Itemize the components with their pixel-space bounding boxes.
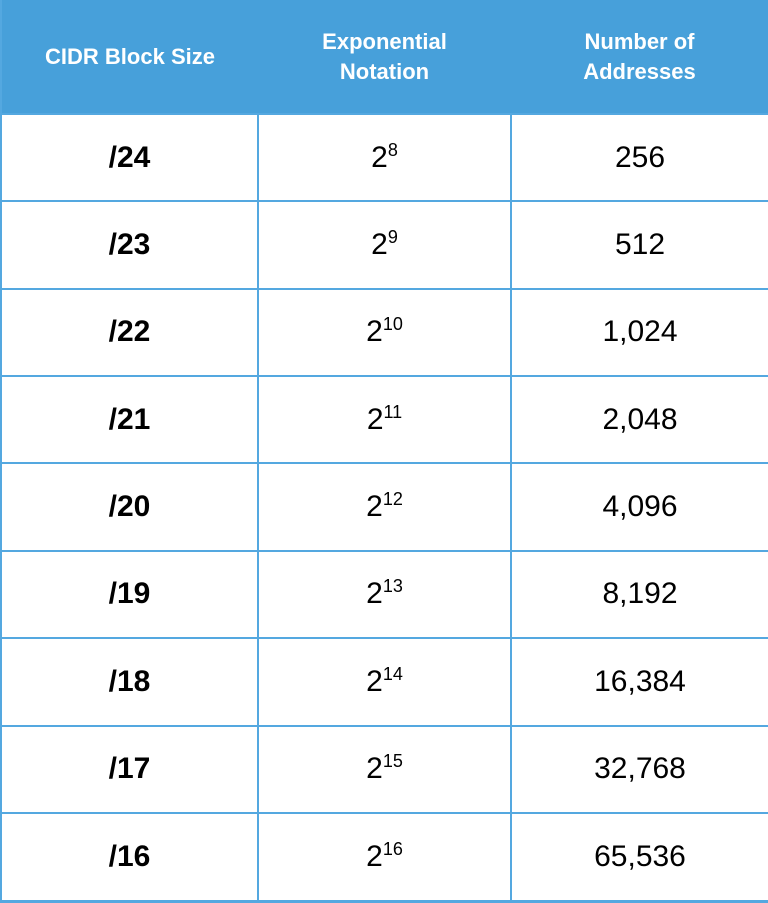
table-row: /21 211 2,048 (0, 375, 768, 465)
table-row: /18 214 16,384 (0, 637, 768, 727)
table-row: /24 28 256 (0, 112, 768, 203)
column-header-label: CIDR Block Size (45, 43, 215, 69)
cell-exponential: 28 (257, 112, 512, 203)
column-header-label: Exponential Notation (322, 28, 447, 84)
cell-addresses: 16,384 (510, 637, 768, 727)
exponent-base: 2 (366, 839, 383, 873)
cell-cidr: /21 (0, 375, 259, 465)
cell-cidr: /17 (0, 724, 259, 814)
cell-exponential: 214 (257, 637, 512, 727)
table-row: /22 210 1,024 (0, 287, 768, 378)
table-row: /20 212 4,096 (0, 462, 768, 552)
exponent-base: 2 (366, 490, 383, 524)
exponent-power: 11 (383, 401, 403, 422)
exponent-base: 2 (371, 228, 388, 262)
cell-cidr: /16 (0, 811, 259, 903)
exponent-power: 16 (382, 838, 403, 859)
table-row: /23 29 512 (0, 200, 768, 290)
cell-cidr: /22 (0, 287, 259, 378)
cell-addresses: 256 (510, 112, 768, 203)
exponent-power: 8 (387, 139, 398, 160)
cell-exponential: 211 (257, 375, 512, 465)
cell-addresses: 32,768 (510, 724, 768, 814)
exponent-power: 15 (382, 751, 403, 772)
exponent-base: 2 (366, 577, 383, 611)
cell-exponential: 29 (257, 200, 512, 290)
cell-addresses: 512 (510, 200, 768, 290)
cell-addresses: 1,024 (510, 287, 768, 378)
header-row: CIDR Block Size Exponential Notation Num… (1, 0, 768, 114)
table-row: /19 213 8,192 (0, 549, 768, 640)
exponent-power: 14 (382, 663, 403, 684)
cell-addresses: 8,192 (510, 549, 768, 640)
cell-addresses: 2,048 (510, 375, 768, 465)
table-body: /24 28 256 /23 29 512 /22 210 1,024 /21 … (0, 112, 768, 903)
exponent-base: 2 (366, 664, 383, 698)
table-row: /16 216 65,536 (0, 811, 768, 903)
cell-cidr: /23 (0, 200, 259, 290)
exponent-power: 13 (382, 576, 403, 597)
cell-addresses: 4,096 (510, 462, 768, 552)
cell-exponential: 213 (257, 549, 512, 640)
cell-cidr: /19 (0, 549, 259, 640)
cell-exponential: 210 (257, 287, 512, 378)
table-row: /17 215 32,768 (0, 724, 768, 814)
cell-exponential: 215 (257, 724, 512, 814)
column-header-number-of-addresses: Number of Addresses (511, 0, 768, 114)
table-header: CIDR Block Size Exponential Notation Num… (1, 0, 768, 114)
cell-cidr: /20 (0, 462, 259, 552)
exponent-power: 12 (382, 489, 403, 510)
column-header-label: Number of Addresses (583, 28, 696, 84)
exponent-power: 10 (382, 314, 403, 335)
column-header-exponential-notation: Exponential Notation (258, 0, 511, 114)
cell-addresses: 65,536 (510, 811, 768, 903)
cell-cidr: /18 (0, 637, 259, 727)
exponent-base: 2 (366, 752, 383, 786)
cell-exponential: 212 (257, 462, 512, 552)
exponent-base: 2 (371, 140, 388, 174)
exponent-base: 2 (366, 315, 383, 349)
cell-cidr: /24 (0, 112, 259, 203)
exponent-power: 9 (387, 227, 398, 248)
cell-exponential: 216 (257, 811, 512, 903)
column-header-cidr-block-size: CIDR Block Size (1, 0, 258, 114)
exponent-base: 2 (366, 402, 384, 436)
